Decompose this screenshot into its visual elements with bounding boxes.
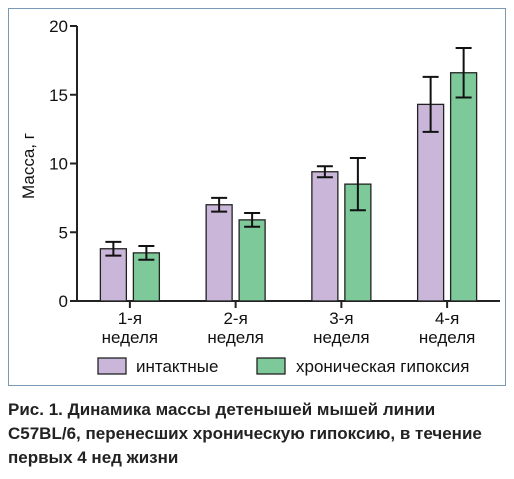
bar-hypoxia (449, 72, 478, 302)
x-tick-label: 4-я неделя (419, 309, 475, 347)
x-tick-label-line: неделя (102, 328, 158, 347)
x-tick-label-line: 1-я (118, 309, 142, 328)
legend-label: хроническая гипоксия (296, 357, 470, 376)
error-bars (105, 47, 472, 261)
x-tick-label-line: неделя (207, 328, 263, 347)
legend-swatch (97, 357, 127, 375)
bar-intact (311, 171, 339, 302)
x-tick-label: 3-я неделя (313, 309, 369, 347)
y-tick-label: 20 (49, 17, 68, 36)
x-tick-label-line: неделя (313, 328, 369, 347)
x-tick-label: 2-я неделя (207, 309, 263, 347)
legend-label: интактные (136, 357, 218, 376)
legend-swatch (256, 357, 286, 375)
y-tick-label: 5 (59, 223, 68, 242)
y-tick-label: 0 (59, 292, 68, 311)
bar-intact (205, 204, 233, 302)
x-tick-label-line: 2-я (223, 309, 247, 328)
bars (99, 72, 478, 302)
y-axis: 0 5 10 15 20 (49, 17, 78, 311)
x-tick-label: 1-я неделя (102, 309, 158, 347)
y-axis-label: Масса, г (19, 133, 38, 199)
bar-intact (416, 103, 445, 302)
bar-intact (99, 248, 128, 302)
figure-caption: Рис. 1. Динамика массы детенышей мышей л… (8, 400, 482, 467)
x-tick-label-line: 3-я (329, 309, 353, 328)
bar-hypoxia (132, 252, 161, 302)
bar-hypoxia (238, 219, 266, 302)
y-tick-label: 10 (49, 155, 68, 174)
x-tick-label-line: 4-я (435, 309, 459, 328)
x-tick-label-line: неделя (419, 328, 475, 347)
legend: интактные хроническая гипоксия (97, 357, 470, 376)
y-tick-label: 15 (49, 86, 68, 105)
